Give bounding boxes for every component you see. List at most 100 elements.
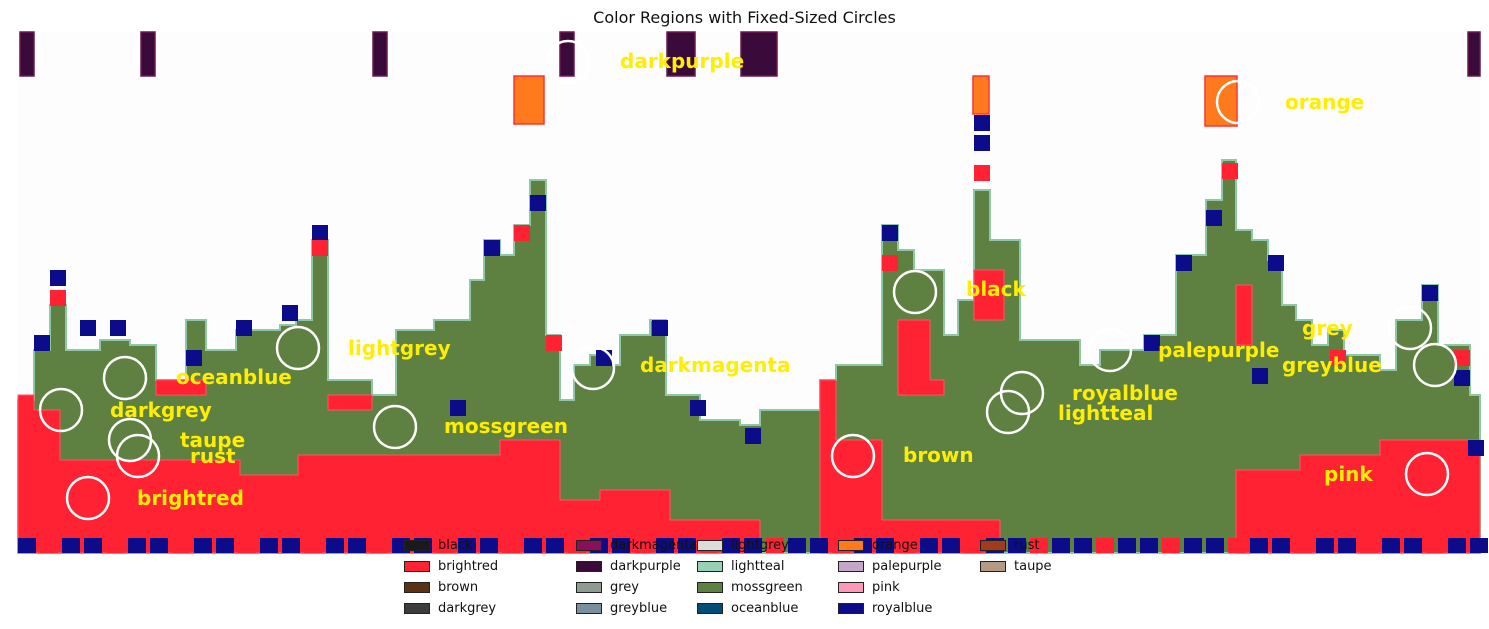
region-label-rust: rust (190, 444, 236, 468)
legend-label: lightteal (731, 558, 785, 574)
region-label-darkpurple: darkpurple (620, 49, 744, 73)
bottom-stripe-block (62, 538, 80, 553)
legend-item-grey: grey (576, 577, 639, 597)
region-label-darkgrey: darkgrey (110, 398, 212, 422)
region-label-grey: grey (1302, 316, 1353, 340)
brightred-block (1222, 163, 1238, 179)
legend-label: mossgreen (731, 579, 803, 595)
legend-swatch (576, 581, 602, 593)
bottom-stripe-block (1008, 538, 1026, 553)
marker-circle (570, 345, 616, 391)
brightred-region (1235, 284, 1253, 346)
legend-item-royalblue: royalblue (838, 598, 932, 618)
darkpurple-block (559, 31, 575, 77)
brightred-region (17, 394, 761, 554)
circle-layer (38, 39, 1458, 521)
legend-item-orange: orange (838, 535, 918, 555)
royalblue-block (596, 350, 612, 366)
legend-label: taupe (1014, 558, 1052, 574)
bottom-stripe-block (1316, 538, 1334, 553)
royalblue-block (882, 225, 898, 241)
bottom-stripe-block (920, 538, 938, 553)
bottom-stripe-block (1272, 538, 1290, 553)
bottom-stripe-block (1338, 538, 1356, 553)
bottom-stripe-block (634, 538, 652, 553)
legend-swatch (697, 539, 723, 551)
bottom-stripe-block (1184, 538, 1202, 553)
marker-circle (545, 39, 591, 85)
royalblue-block (745, 428, 761, 444)
legend-swatch (404, 602, 430, 614)
bottom-stripe-block (1206, 538, 1224, 553)
bottom-stripe-block (898, 538, 916, 553)
legend-swatch (404, 539, 430, 551)
brightred-block (882, 255, 898, 271)
legend-swatch (980, 560, 1006, 572)
brightred-region (327, 394, 373, 411)
orange-block (513, 75, 545, 125)
bottom-stripe-block (722, 538, 740, 553)
royalblue-block (1454, 370, 1470, 386)
bottom-stripe-block (1470, 538, 1488, 553)
legend-item-darkpurple: darkpurple (576, 556, 681, 576)
darkpurple-block (740, 31, 778, 77)
legend-item-black: black (404, 535, 473, 555)
brightred-region (973, 269, 1005, 321)
marker-circle (892, 269, 938, 315)
legend-swatch (697, 581, 723, 593)
legend-item-greyblue: greyblue (576, 598, 667, 618)
legend-swatch (838, 581, 864, 593)
legend-label: darkgrey (438, 600, 497, 616)
bottom-stripe-block (326, 538, 344, 553)
legend-item-brown: brown (404, 577, 478, 597)
bottom-stripe-block (744, 538, 762, 553)
bottom-stripe-block (502, 538, 520, 553)
legend-item-rust: rust (980, 535, 1039, 555)
brightred-region (897, 319, 945, 396)
bottom-stripe-block (810, 538, 828, 553)
bottom-stripe-block (1448, 538, 1466, 553)
marker-circle (372, 404, 418, 450)
bottom-stripe-block (282, 538, 300, 553)
royalblue-block (1252, 368, 1268, 384)
brightred-block (514, 225, 530, 241)
bottom-stripe-block (480, 538, 498, 553)
legend-label: brown (438, 579, 479, 595)
region-layer (17, 31, 1488, 554)
bottom-stripe-block (1162, 538, 1180, 553)
brightred-block (546, 335, 562, 351)
legend-item-oceanblue: oceanblue (697, 598, 798, 618)
marker-circle (1387, 305, 1433, 351)
marker-circle (1412, 342, 1458, 388)
region-label-palepurple: palepurple (1158, 338, 1279, 362)
brightred-block (312, 240, 328, 256)
legend-label: greyblue (610, 600, 668, 616)
royalblue-block (652, 320, 668, 336)
legend-swatch (404, 560, 430, 572)
bottom-stripe-block (766, 538, 784, 553)
region-label-brown: brown (903, 443, 974, 467)
legend-item-darkmagenta: darkmagenta (576, 535, 697, 555)
bottom-stripe-block (788, 538, 806, 553)
royalblue-block (110, 320, 126, 336)
legend-item-pink: pink (838, 577, 900, 597)
bottom-stripe-block (216, 538, 234, 553)
bottom-stripe-block (1382, 538, 1400, 553)
region-label-oceanblue: oceanblue (176, 365, 292, 389)
legend-label: royalblue (872, 600, 933, 616)
darkpurple-block (140, 31, 156, 77)
bottom-stripe-block (40, 538, 58, 553)
royalblue-block (690, 400, 706, 416)
legend-item-mossgreen: mossgreen (697, 577, 803, 597)
bottom-stripe-block (612, 538, 630, 553)
region-label-lightteal: lightteal (1058, 401, 1153, 425)
royalblue-block (50, 270, 66, 286)
brightred-block (50, 290, 66, 306)
region-label-royalblue: royalblue (1072, 381, 1178, 405)
marker-circle (1404, 451, 1450, 497)
royalblue-block (312, 225, 328, 241)
bottom-stripe-block (18, 538, 36, 553)
legend-item-darkgrey: darkgrey (404, 598, 496, 618)
legend-label: orange (872, 537, 918, 553)
bottom-stripe-block (1426, 538, 1444, 553)
